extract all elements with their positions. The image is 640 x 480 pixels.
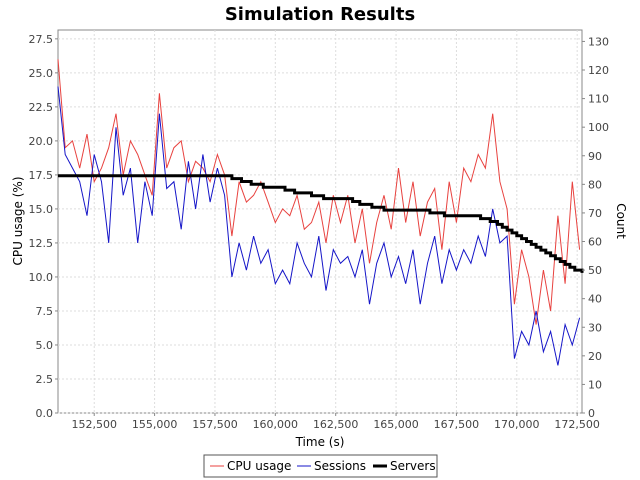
y-tick-label: 10.0 xyxy=(29,271,54,284)
x-tick-label: 157,500 xyxy=(192,418,238,431)
y-axis-label: CPU usage (%) xyxy=(11,176,25,265)
x-tick-label: 165,000 xyxy=(373,418,419,431)
y2-tick-label: 110 xyxy=(588,93,609,106)
y-tick-label: 25.0 xyxy=(29,67,54,80)
x-tick-label: 152,500 xyxy=(71,418,117,431)
x-tick-label: 167,500 xyxy=(434,418,480,431)
y2-axis-label: Count xyxy=(614,203,628,239)
y-tick-label: 0.0 xyxy=(36,407,54,420)
y2-tick-label: 0 xyxy=(588,407,595,420)
y2-tick-label: 30 xyxy=(588,321,602,334)
series-lines xyxy=(57,59,584,366)
x-tick-label: 162,500 xyxy=(313,418,359,431)
plot-area xyxy=(57,29,583,414)
y2-tick-label: 70 xyxy=(588,207,602,220)
x-tick-label: 155,000 xyxy=(132,418,178,431)
x-axis-label: Time (s) xyxy=(295,435,345,449)
y2-tick-label: 50 xyxy=(588,264,602,277)
y-tick-label: 20.0 xyxy=(29,135,54,148)
y-tick-label: 5.0 xyxy=(36,339,54,352)
x-tick-label: 160,000 xyxy=(253,418,299,431)
y-tick-label: 12.5 xyxy=(29,237,54,250)
y-tick-label: 15.0 xyxy=(29,203,54,216)
y-tick-label: 27.5 xyxy=(29,33,54,46)
y2-tick-label: 120 xyxy=(588,64,609,77)
servers-step-line xyxy=(58,174,584,273)
x-tick-label: 172,500 xyxy=(554,418,600,431)
y2-tick-label: 20 xyxy=(588,350,602,363)
y-tick-label: 22.5 xyxy=(29,101,54,114)
y2-tick-label: 40 xyxy=(588,293,602,306)
legend-label-sessions: Sessions xyxy=(314,459,366,473)
chart-title: Simulation Results xyxy=(225,4,415,25)
y-tick-label: 7.5 xyxy=(36,305,54,318)
legend-label-cpu: CPU usage xyxy=(227,459,291,473)
y2-tick-label: 60 xyxy=(588,236,602,249)
legend: CPU usage Sessions Servers xyxy=(203,454,438,478)
sessions-line xyxy=(57,86,581,366)
legend-box xyxy=(203,454,438,478)
legend-label-servers: Servers xyxy=(390,459,436,473)
y2-tick-label: 90 xyxy=(588,150,602,163)
x-tick-label: 170,000 xyxy=(494,418,540,431)
y2-tick-label: 100 xyxy=(588,121,609,134)
axes: 152,500 155,000 157,500 160,000 162,500 165,0… xyxy=(29,33,610,431)
y-tick-label: 17.5 xyxy=(29,169,54,182)
y-tick-label: 2.5 xyxy=(36,373,54,386)
y2-tick-label: 130 xyxy=(588,35,609,48)
y2-tick-label: 80 xyxy=(588,178,602,191)
y2-tick-label: 10 xyxy=(588,378,602,391)
